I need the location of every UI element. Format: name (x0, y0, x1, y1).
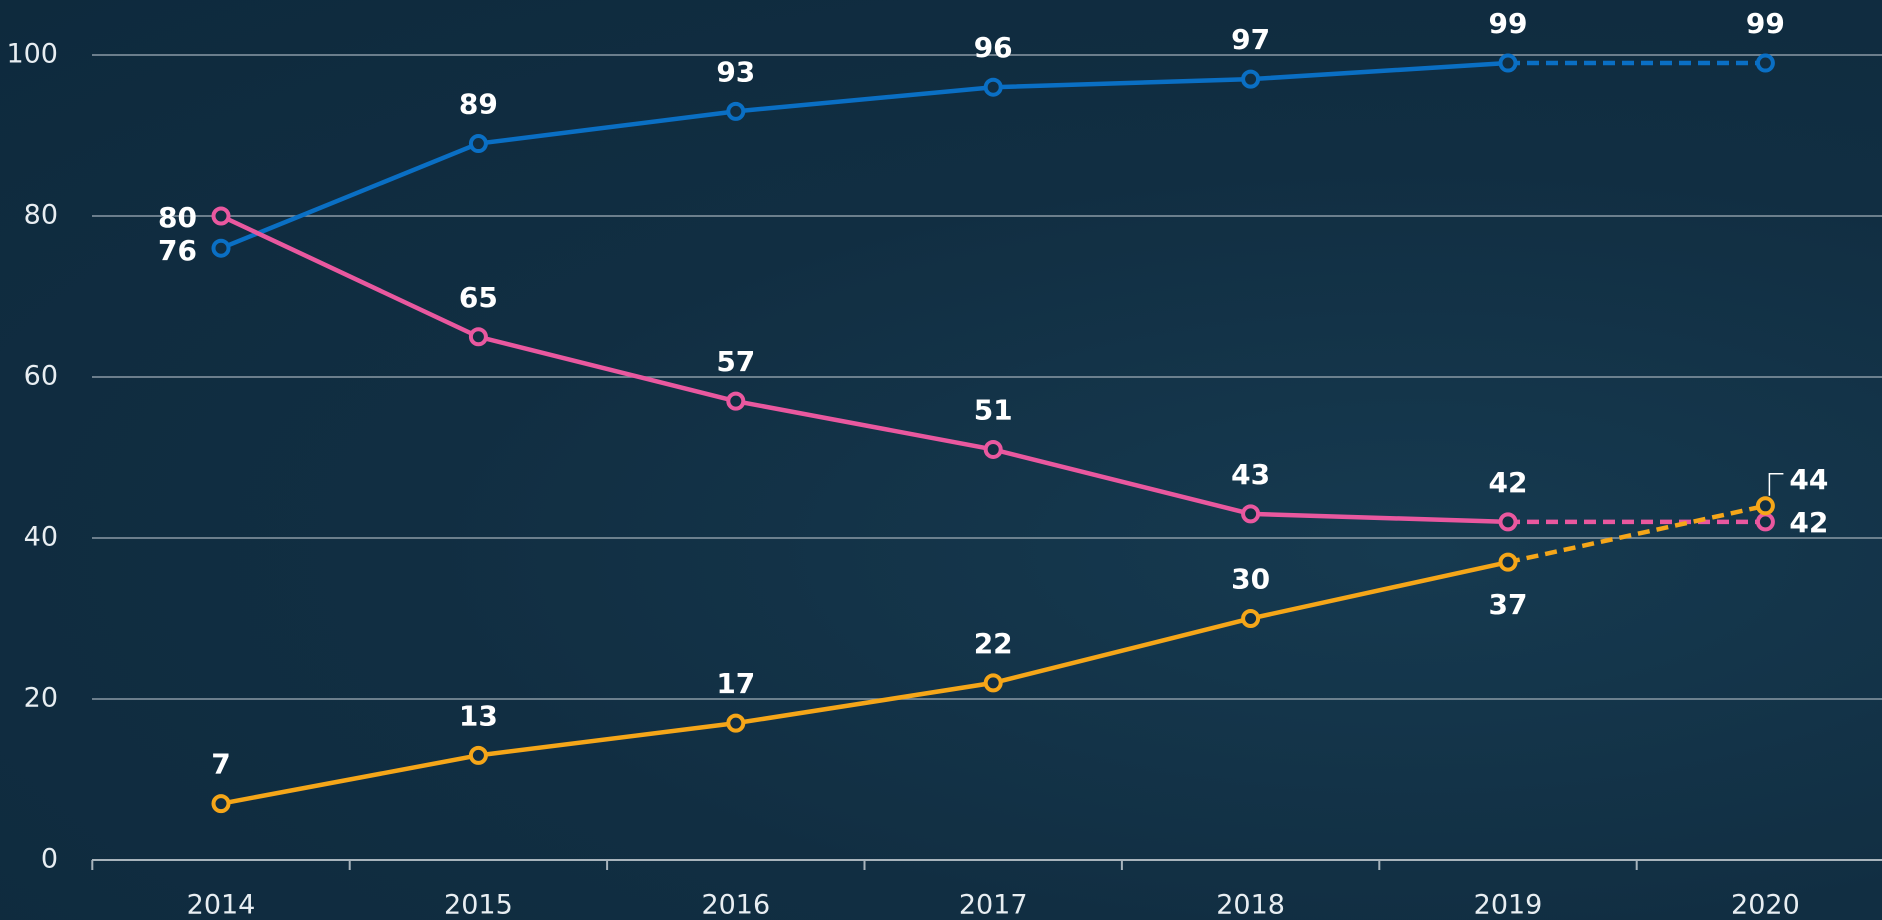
projected-line (1507, 503, 1766, 565)
marker (983, 77, 1003, 97)
marker (726, 101, 746, 121)
data-label: 80 (158, 201, 197, 234)
y-tick-label: 40 (24, 522, 58, 553)
data-label: 7 (211, 748, 230, 781)
x-tick-label: 2015 (444, 890, 513, 920)
data-label: 96 (974, 31, 1013, 64)
marker (211, 238, 231, 258)
y-tick-label: 80 (24, 200, 58, 231)
marker (983, 673, 1003, 693)
marker (1755, 496, 1775, 516)
marker (1755, 53, 1775, 73)
marker (1498, 552, 1518, 572)
x-tick-label: 2017 (959, 890, 1028, 920)
data-label: 44 (1789, 463, 1828, 496)
marker (983, 439, 1003, 459)
data-label: 51 (974, 393, 1013, 426)
y-tick-label: 60 (24, 361, 58, 392)
marker (211, 206, 231, 226)
line (220, 213, 1509, 525)
marker (211, 794, 231, 814)
x-tick-label: 2014 (187, 890, 256, 920)
marker (1755, 512, 1775, 532)
marker (1241, 609, 1261, 628)
data-label: 57 (716, 345, 755, 378)
x-tick-label: 2016 (701, 890, 770, 920)
data-label: 42 (1789, 506, 1828, 539)
data-label: 22 (974, 627, 1013, 660)
data-label: 89 (459, 88, 498, 121)
data-label: 97 (1231, 23, 1270, 56)
line (220, 559, 1509, 806)
data-label: 65 (459, 281, 498, 314)
marker (726, 713, 746, 733)
data-label: 13 (459, 699, 498, 732)
marker (1241, 504, 1261, 524)
data-label: 99 (1489, 7, 1528, 40)
data-label: 30 (1231, 563, 1270, 596)
x-tick-label: 2020 (1731, 890, 1800, 920)
y-tick-label: 100 (6, 39, 58, 70)
line (220, 60, 1509, 251)
leader-line (1768, 473, 1784, 496)
marker (1241, 69, 1261, 89)
data-label: 37 (1489, 588, 1528, 621)
marker (468, 327, 488, 347)
y-tick-label: 0 (41, 844, 58, 875)
data-label: 43 (1231, 458, 1270, 491)
marker (468, 134, 488, 154)
x-tick-label: 2018 (1216, 890, 1285, 920)
y-tick-label: 20 (24, 683, 58, 714)
data-label: 99 (1746, 7, 1785, 40)
marker (468, 745, 488, 765)
data-label: 76 (158, 234, 197, 267)
x-tick-label: 2019 (1474, 890, 1543, 920)
data-label: 42 (1489, 466, 1528, 499)
marker (1498, 53, 1518, 73)
data-label: 17 (716, 667, 755, 700)
data-label: 93 (716, 55, 755, 88)
marker (1498, 512, 1518, 532)
marker (726, 391, 746, 411)
